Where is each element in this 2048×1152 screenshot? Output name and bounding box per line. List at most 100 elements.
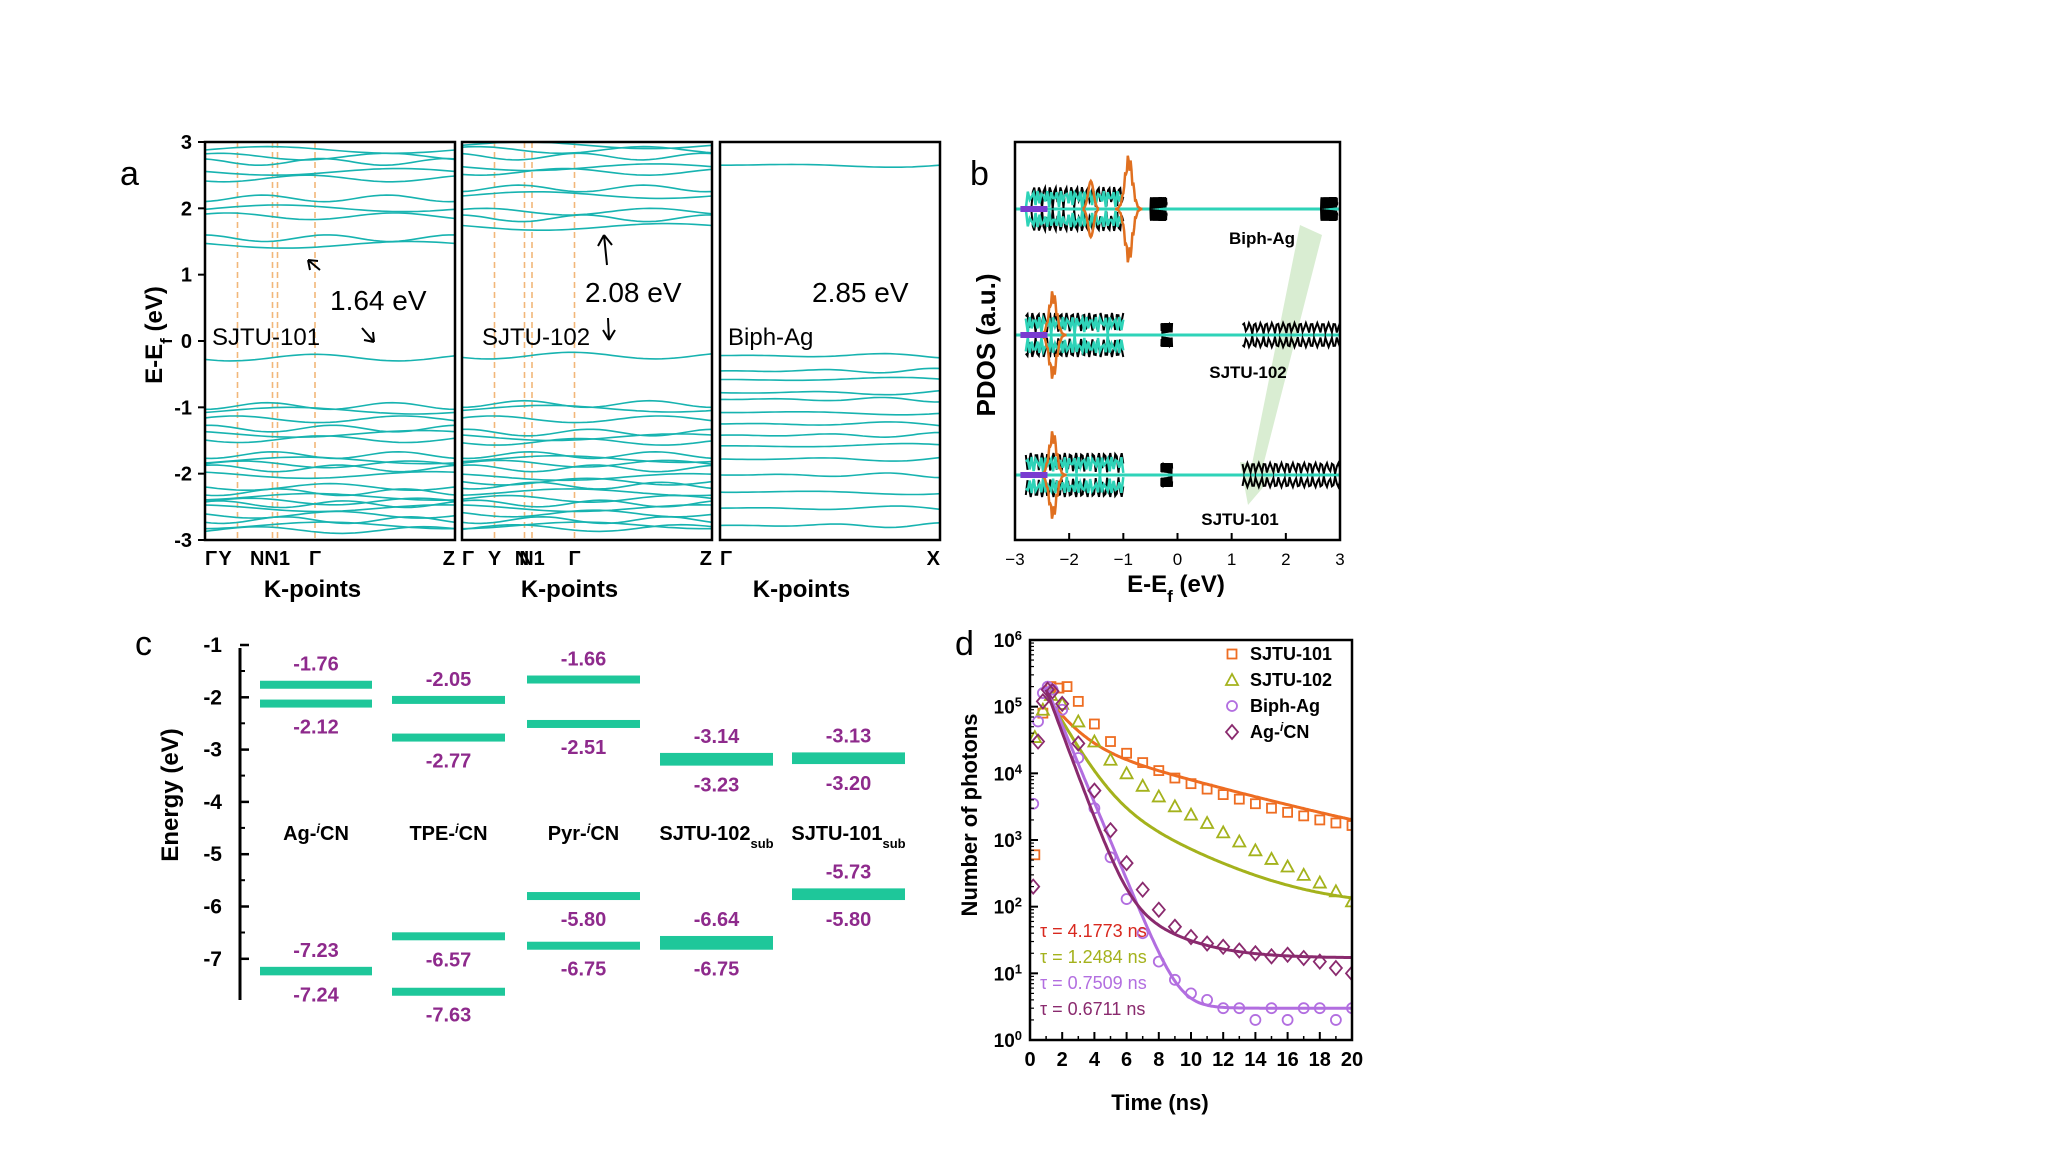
band-line <box>204 435 456 444</box>
xtick-label: 3 <box>1335 550 1344 569</box>
band-line <box>204 167 456 177</box>
band-line <box>461 191 713 200</box>
data-point <box>1231 833 1247 848</box>
band-line <box>461 415 713 424</box>
band-line <box>204 174 456 183</box>
ytick-label: -2 <box>203 686 222 709</box>
panel-a-letter: a <box>120 155 139 193</box>
energy-level-bar <box>260 967 372 976</box>
data-point <box>1328 959 1344 977</box>
k-point-label: NN1 <box>250 548 290 570</box>
band-line <box>461 214 712 223</box>
band-line <box>461 433 713 442</box>
ytick-label: 103 <box>994 828 1022 853</box>
band-line <box>461 184 713 193</box>
data-point <box>1102 751 1119 766</box>
level-label: -6.57 <box>426 949 472 971</box>
energy-level-bar <box>660 935 773 944</box>
energy-level-bar <box>660 752 773 761</box>
band-line <box>461 167 713 177</box>
band-line <box>204 460 456 469</box>
data-point <box>1071 735 1086 752</box>
band-line <box>204 194 456 203</box>
arrow-icon <box>307 259 321 271</box>
k-point-label: Γ <box>205 548 217 570</box>
energy-level-bar <box>392 987 505 996</box>
data-point <box>1232 942 1247 959</box>
data-point <box>1035 693 1051 710</box>
data-point <box>1167 798 1183 813</box>
k-points-xlabel: K-points <box>264 576 361 603</box>
data-point <box>1344 964 1352 982</box>
band-subpanel-biph-ag: Biph-Ag 2.85 eV Γ X K-points <box>718 140 942 603</box>
band-line <box>461 477 713 486</box>
material-name: TPE-iCN <box>409 821 487 846</box>
k-point-label: Γ <box>720 548 732 570</box>
pdos-plot-area: Biph-Ag SJTU-102 SJTU-101 −3 −2 −1 0 1 2 3 <box>1005 140 1345 569</box>
data-point <box>1233 1002 1246 1015</box>
ytick-label: 0 <box>181 331 192 353</box>
xtick-label: 0 <box>1024 1049 1035 1071</box>
k-points-xlabel: K-points <box>753 576 850 603</box>
ytick-label: -6 <box>203 896 222 919</box>
data-point <box>1282 806 1293 818</box>
level-label: -2.51 <box>561 737 607 759</box>
panel-c-ylabel: Energy (eV) <box>157 728 184 861</box>
k-point-label: Z <box>443 548 455 570</box>
energy-level-bar <box>792 756 905 765</box>
pdos-total-trace <box>1320 197 1339 210</box>
data-point <box>1151 901 1166 919</box>
ytick-label: 2 <box>181 198 192 220</box>
band-frame <box>203 140 457 542</box>
energy-level-bar <box>527 941 640 950</box>
pdos-total-trace <box>1160 321 1174 334</box>
k-points-xlabel: K-points <box>521 576 618 603</box>
fit-curve-agcn <box>1044 689 1352 959</box>
ytick-label: 1 <box>181 265 192 287</box>
decay-series-group <box>1030 680 1352 1026</box>
band-line <box>204 488 456 497</box>
level-label: -1.76 <box>293 654 339 676</box>
pdos-ag-trace <box>1115 207 1143 263</box>
ytick-label: -2 <box>174 464 192 486</box>
ytick-label: 104 <box>994 761 1023 786</box>
band-line <box>461 163 713 172</box>
data-point <box>1250 798 1261 810</box>
data-point <box>1216 938 1231 956</box>
data-point <box>1201 993 1213 1006</box>
data-point <box>1199 815 1215 829</box>
ytick-label: -1 <box>174 397 192 419</box>
data-point <box>1280 946 1295 964</box>
data-point <box>1346 820 1352 831</box>
xtick-label: 18 <box>1309 1049 1331 1071</box>
band-line <box>461 145 713 155</box>
data-point <box>1328 883 1344 898</box>
data-point <box>1103 821 1118 839</box>
data-point <box>1264 947 1279 965</box>
pdos-ag-trace <box>1082 208 1100 240</box>
ytick-label: 3 <box>181 132 192 154</box>
band-line <box>204 204 456 213</box>
trend-arrow-icon <box>1240 225 1322 505</box>
pdos-total-trace <box>1160 336 1174 349</box>
data-point <box>1072 695 1084 707</box>
xtick-label: 0 <box>1173 550 1182 569</box>
panel-b-ylabel: PDOS (a.u.) <box>971 273 1001 416</box>
pdos-c-trace <box>1024 335 1125 357</box>
band-line <box>461 503 713 513</box>
level-label: -6.64 <box>694 909 740 931</box>
ytick-label: -1 <box>203 634 222 657</box>
k-point-label: Γ <box>462 548 474 570</box>
data-point <box>1281 1014 1294 1026</box>
xtick-label: 2 <box>1281 550 1290 569</box>
tau-label: τ = 0.7509 ns <box>1040 973 1147 993</box>
band-line <box>719 505 941 511</box>
ytick-label: 100 <box>994 1028 1022 1053</box>
data-point <box>1152 955 1165 968</box>
ytick-label: -4 <box>203 791 222 814</box>
fit-curve-sjtu101 <box>1044 695 1352 822</box>
data-point <box>1121 747 1132 759</box>
